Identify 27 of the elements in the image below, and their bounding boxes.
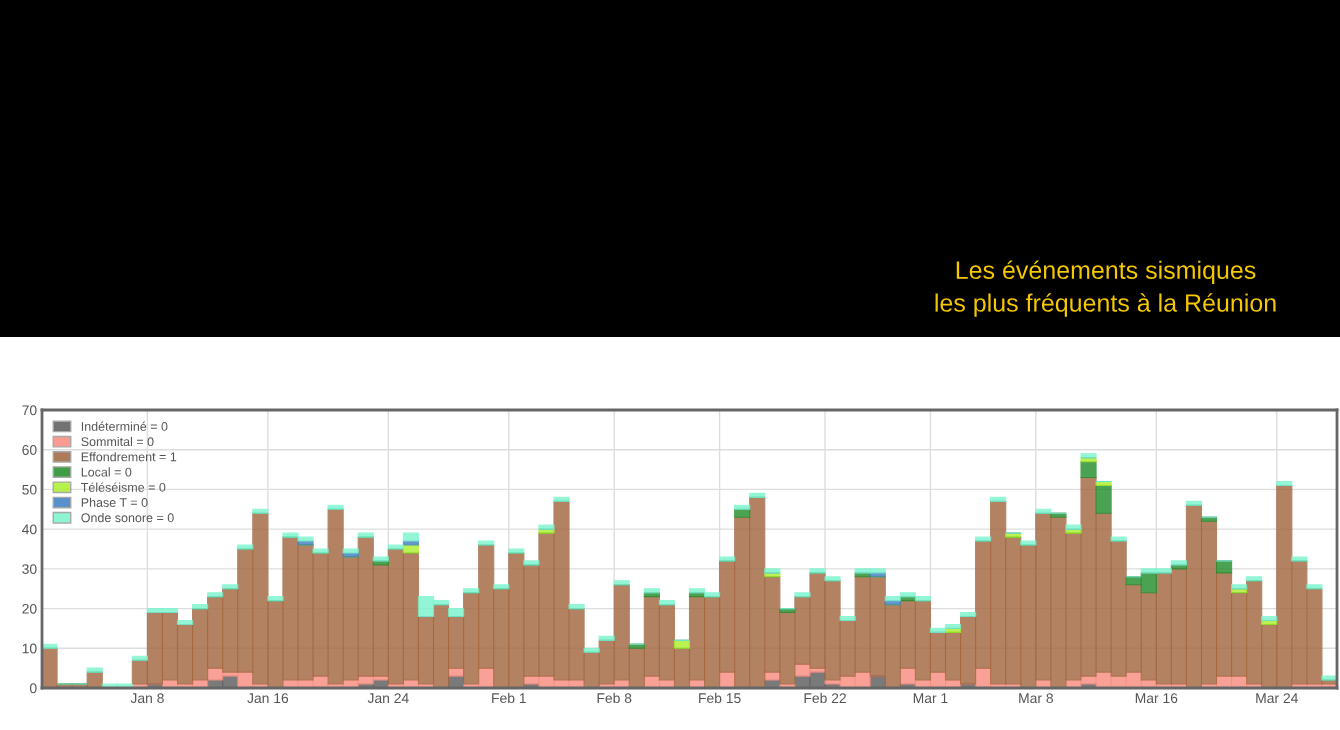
y-tick-label: 70: [22, 405, 37, 416]
x-tick-label: Feb 22: [804, 692, 846, 704]
y-tick-label: 0: [29, 683, 37, 694]
legend-label: Local = 0: [81, 467, 132, 477]
y-tick-label: 30: [22, 564, 37, 575]
legend-label: Onde sonore = 0: [81, 513, 174, 523]
legend-label: Phase T = 0: [81, 497, 148, 507]
y-tick-label: 50: [22, 484, 37, 495]
x-tick-label: Feb 15: [699, 692, 741, 704]
legend-label: Indéterminé = 0: [81, 421, 168, 431]
x-tick-label: Mar 8: [1019, 693, 1053, 704]
legend-label: Effondrement = 1: [81, 452, 177, 462]
x-tick-label: Mar 24: [1256, 693, 1298, 704]
x-tick-label: Jan 16: [247, 693, 289, 704]
x-tick-label: Jan 24: [367, 693, 409, 704]
x-tick-label: Jan 8: [130, 693, 164, 704]
x-tick-label: Mar 16: [1135, 693, 1178, 704]
y-tick-label: 20: [22, 603, 37, 614]
x-tick-label: Mar 1: [913, 693, 948, 704]
legend-label: Sommital = 0: [81, 436, 154, 447]
y-tick-label: 10: [22, 643, 37, 654]
chart-title: Les événements sismiques les plus fréquents à la Réunion: [935, 260, 1276, 317]
y-tick-label: 60: [22, 445, 37, 455]
legend-label: Téléséisme = 0: [81, 482, 166, 492]
y-tick-label: 40: [22, 524, 37, 535]
x-tick-label: Feb 8: [597, 692, 632, 704]
x-tick-label: Feb 1: [492, 692, 526, 704]
